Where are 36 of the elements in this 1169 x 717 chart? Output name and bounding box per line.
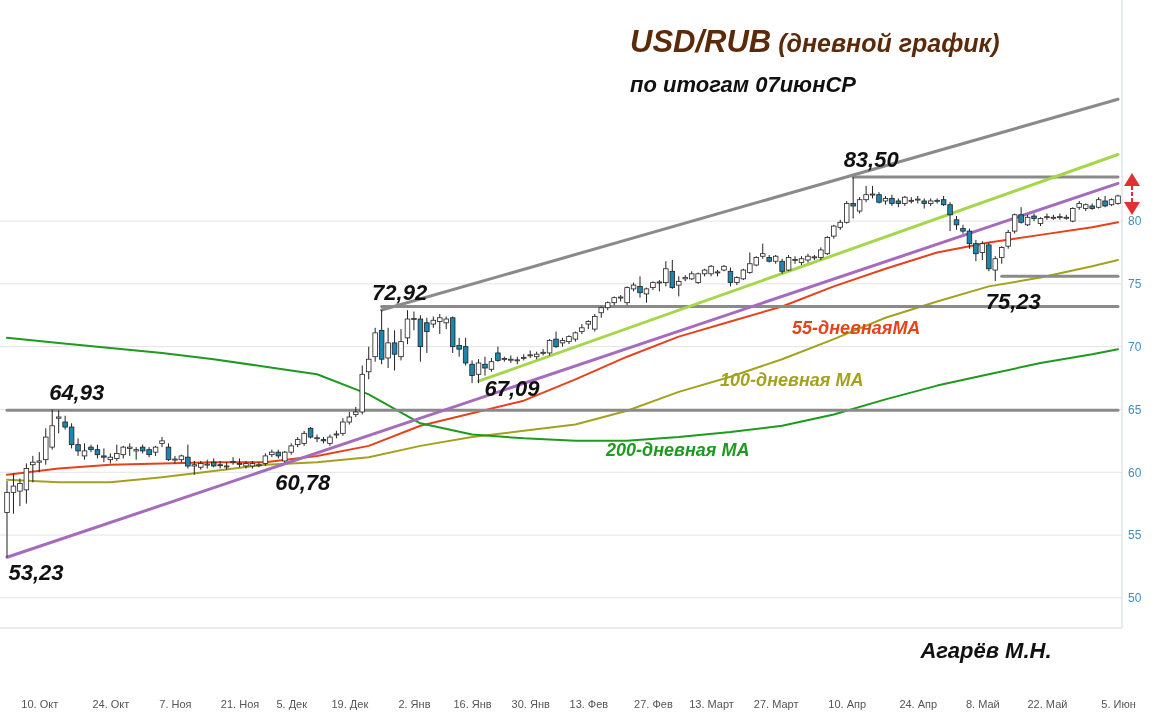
y-tick-label: 80 [1128, 214, 1142, 229]
x-tick-label: 5. Июн [1101, 697, 1136, 710]
annotation: 75,23 [985, 288, 1041, 314]
x-tick-label: 21. Ноя [220, 697, 260, 710]
x-tick-label: 10. Окт [21, 697, 59, 710]
y-tick-label: 75 [1128, 277, 1142, 292]
text: Агарёв М.Н. [919, 638, 1052, 663]
annotation: 60,78 [275, 470, 332, 496]
x-tick-label: 27. Фев [634, 697, 673, 710]
x-tick-label: 5. Дек [276, 697, 308, 710]
x-tick-label: 2. Янв [398, 697, 431, 710]
x-tick-label: 30. Янв [511, 697, 550, 710]
y-tick-label: 50 [1128, 591, 1142, 606]
x-tick-label: 16. Янв [453, 697, 492, 710]
annotation: 83,50 [843, 147, 900, 173]
y-tick-label: 55 [1128, 528, 1142, 543]
x-tick-label: 22. Май [1027, 697, 1068, 710]
x-tick-label: 7. Ноя [159, 697, 192, 710]
y-tick-label: 65 [1128, 402, 1142, 417]
series-label: 100-дневная MA [720, 370, 864, 390]
y-tick-label: 60 [1128, 465, 1142, 480]
annotation: 53,23 [8, 560, 64, 585]
text: USD/RUB (дневной график) [630, 24, 1000, 59]
series-label: 200-дневная MA [605, 440, 750, 460]
annotation: 72,92 [372, 279, 428, 305]
x-tick-label: 19. Дек [331, 697, 369, 710]
x-tick-label: 13. Фев [569, 697, 609, 710]
x-tick-label: 10. Апр [828, 697, 867, 710]
x-tick-label: 8. Май [965, 697, 1000, 710]
annotation: 64,93 [49, 380, 105, 406]
x-tick-label: 24. Апр [899, 697, 938, 710]
x-tick-label: 27. Март [753, 697, 799, 710]
x-tick-label: 24. Окт [92, 697, 130, 710]
x-tick-label: 13. Март [689, 697, 734, 710]
text: по итогам 07июнСР [630, 72, 857, 97]
y-tick-label: 70 [1128, 340, 1142, 354]
